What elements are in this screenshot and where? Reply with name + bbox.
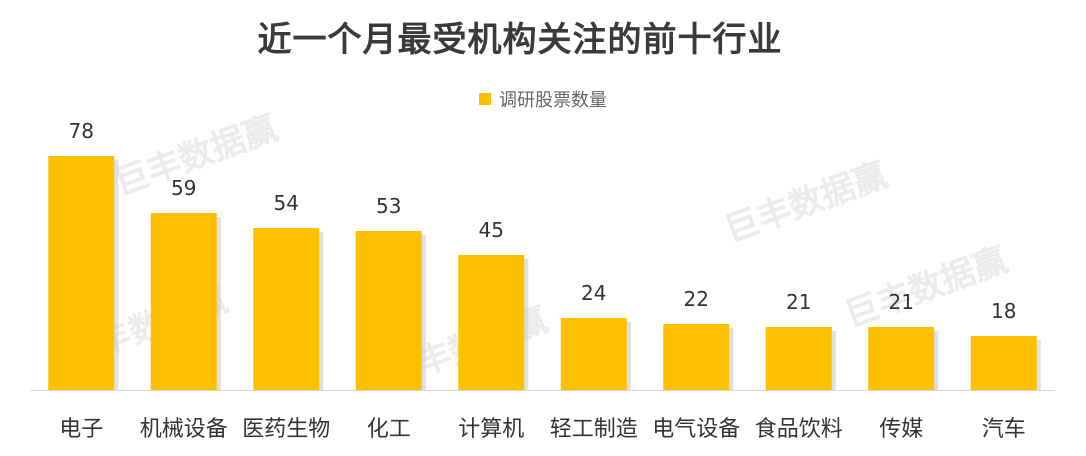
- data-label: 21: [889, 290, 914, 314]
- x-tick-label: 电子: [59, 417, 103, 442]
- legend-swatch: [479, 93, 491, 105]
- x-tick-label: 食品饮料: [755, 417, 843, 442]
- x-tick-label: 电气设备: [652, 417, 740, 442]
- bar: [150, 213, 217, 390]
- data-label: 22: [684, 287, 709, 311]
- data-label: 18: [991, 299, 1016, 323]
- bar: [560, 318, 627, 390]
- bar: [868, 327, 935, 390]
- x-tick-label: 轻工制造: [550, 417, 638, 442]
- x-tick-label: 化工: [367, 417, 411, 442]
- bar: [663, 324, 730, 390]
- x-tick-label: 机械设备: [140, 417, 228, 442]
- data-label: 24: [581, 281, 606, 305]
- x-tick-label: 计算机: [458, 417, 524, 442]
- data-label: 54: [274, 191, 299, 215]
- bar: [48, 156, 115, 390]
- data-label: 45: [479, 218, 504, 242]
- x-tick-label: 传媒: [879, 417, 923, 442]
- legend-label: 调研股票数量: [499, 90, 607, 111]
- data-label: 59: [171, 176, 196, 200]
- chart-title: 近一个月最受机构关注的前十行业: [257, 20, 783, 60]
- bar: [458, 255, 525, 390]
- data-label: 21: [786, 290, 811, 314]
- data-label: 78: [69, 119, 94, 143]
- bar: [355, 231, 422, 390]
- data-label: 53: [376, 194, 401, 218]
- bar: [765, 327, 832, 390]
- x-tick-label: 医药生物: [242, 417, 330, 442]
- bar: [253, 228, 320, 390]
- bar: [970, 336, 1037, 390]
- legend: 调研股票数量: [0, 86, 1086, 112]
- x-tick-label: 汽车: [982, 417, 1026, 442]
